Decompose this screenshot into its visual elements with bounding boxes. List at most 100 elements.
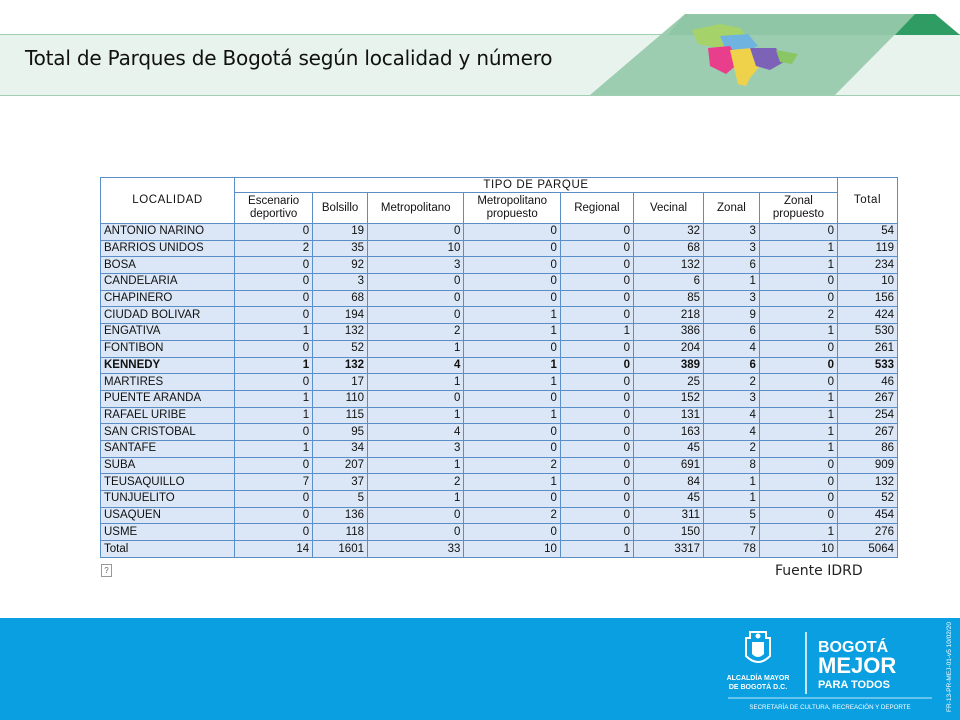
localidad-name-cell: CIUDAD BOLIVAR (99, 306, 236, 325)
value-cell: 3 (312, 273, 368, 291)
value-cell: 45 (632, 439, 705, 458)
source-note: Fuente IDRD (775, 563, 863, 579)
localidad-name-cell: SANTAFE (99, 439, 236, 458)
svg-text:FR-13-PR-MEJ-01-v5 10/02/2016: FR-13-PR-MEJ-01-v5 10/02/2016 (946, 622, 953, 712)
value-cell: 1 (703, 473, 760, 491)
value-cell: 10 (366, 239, 465, 258)
value-cell: 1 (758, 323, 839, 341)
value-cell: 2 (234, 239, 314, 258)
value-cell: 68 (312, 289, 368, 308)
value-cell: 0 (559, 273, 634, 291)
table-row: TUNJUELITO 0 5 1 0 0 45 1 0 52 (99, 490, 898, 508)
value-cell: 0 (366, 223, 465, 241)
value-cell: 2 (366, 473, 465, 491)
value-cell: 0 (366, 523, 465, 542)
localidad-name-cell: RAFAEL URIBE (99, 406, 236, 425)
table-row: ANTONIO NARINO 0 19 0 0 0 32 3 0 54 (99, 223, 898, 241)
row-total-cell: 254 (837, 406, 898, 425)
placeholder-image-icon: ? (101, 564, 112, 577)
value-cell: 1 (366, 406, 465, 425)
row-total-cell: 5064 (837, 540, 898, 558)
row-total-cell: 261 (837, 339, 898, 358)
value-cell: 194 (312, 306, 368, 325)
value-cell: 0 (559, 239, 634, 258)
value-cell: 0 (234, 289, 314, 308)
localidad-name-cell: ENGATIVA (99, 323, 236, 341)
value-cell: 0 (559, 373, 634, 391)
value-cell: 2 (366, 323, 465, 341)
value-cell: 0 (758, 490, 839, 508)
value-cell: 0 (559, 523, 634, 542)
col-regional: Regional (559, 192, 634, 224)
value-cell: 0 (234, 223, 314, 241)
value-cell: 1 (559, 323, 634, 341)
value-cell: 7 (234, 473, 314, 491)
value-cell: 0 (758, 506, 839, 525)
value-cell: 0 (559, 423, 634, 441)
value-cell: 0 (366, 306, 465, 325)
value-cell: 1 (366, 490, 465, 508)
value-cell: 3 (703, 389, 760, 408)
value-cell: 6 (703, 256, 760, 275)
parks-table-container: LOCALIDAD TIPO DE PARQUE Total Escenario… (99, 177, 898, 558)
value-cell: 0 (559, 306, 634, 325)
value-cell: 25 (632, 373, 705, 391)
localidad-name-cell: CHAPINERO (99, 289, 236, 308)
value-cell: 4 (703, 339, 760, 358)
value-cell: 4 (366, 423, 465, 441)
value-cell: 386 (632, 323, 705, 341)
value-cell: 1 (758, 423, 839, 441)
value-cell: 0 (366, 273, 465, 291)
total-header: Total (837, 177, 898, 224)
value-cell: 37 (312, 473, 368, 491)
localidad-name-cell: PUENTE ARANDA (99, 389, 236, 408)
row-total-cell: 454 (837, 506, 898, 525)
value-cell: 19 (312, 223, 368, 241)
localidad-header: LOCALIDAD (99, 177, 236, 224)
value-cell: 14 (234, 540, 314, 558)
coat-of-arms-icon (745, 631, 771, 663)
value-cell: 3317 (632, 540, 705, 558)
localidad-name-cell: SUBA (99, 456, 236, 475)
value-cell: 204 (632, 339, 705, 358)
value-cell: 0 (758, 339, 839, 358)
value-cell: 84 (632, 473, 705, 491)
row-total-cell: 530 (837, 323, 898, 341)
value-cell: 0 (758, 356, 839, 375)
value-cell: 17 (312, 373, 368, 391)
value-cell: 0 (463, 273, 561, 291)
header-bottom-line (0, 95, 960, 96)
value-cell: 9 (703, 306, 760, 325)
value-cell: 1 (703, 490, 760, 508)
value-cell: 0 (758, 223, 839, 241)
value-cell: 2 (758, 306, 839, 325)
row-total-cell: 86 (837, 439, 898, 458)
row-total-cell: 156 (837, 289, 898, 308)
localidad-name-cell: BOSA (99, 256, 236, 275)
localidad-name-cell: SAN CRISTOBAL (99, 423, 236, 441)
col-escenario-deportivo: Escenario deportivo (234, 192, 314, 224)
value-cell: 0 (234, 256, 314, 275)
value-cell: 1 (559, 540, 634, 558)
value-cell: 0 (463, 289, 561, 308)
row-total-cell: 10 (837, 273, 898, 291)
table-header-row-2: Escenario deportivo Bolsillo Metropolita… (101, 192, 898, 224)
value-cell: 0 (559, 439, 634, 458)
value-cell: 2 (463, 456, 561, 475)
secretaria-text: SECRETARÍA DE CULTURA, RECREACIÓN Y DEPO… (749, 704, 910, 711)
table-row: FONTIBON 0 52 1 0 0 204 4 0 261 (99, 339, 898, 358)
row-total-cell: 533 (837, 356, 898, 375)
value-cell: 150 (632, 523, 705, 542)
value-cell: 3 (703, 289, 760, 308)
table-row: MARTIRES 0 17 1 1 0 25 2 0 46 (99, 373, 898, 391)
table-row: PUENTE ARANDA 1 110 0 0 0 152 3 1 267 (99, 389, 898, 408)
row-total-cell: 276 (837, 523, 898, 542)
value-cell: 0 (234, 490, 314, 508)
value-cell: 136 (312, 506, 368, 525)
localidad-name-cell: TEUSAQUILLO (99, 473, 236, 491)
localidad-name-cell: ANTONIO NARINO (99, 223, 236, 241)
localidad-name-cell: USME (99, 523, 236, 542)
alcaldia-text-1: ALCALDÍA MAYOR (727, 673, 790, 682)
value-cell: 0 (559, 506, 634, 525)
row-total-cell: 234 (837, 256, 898, 275)
